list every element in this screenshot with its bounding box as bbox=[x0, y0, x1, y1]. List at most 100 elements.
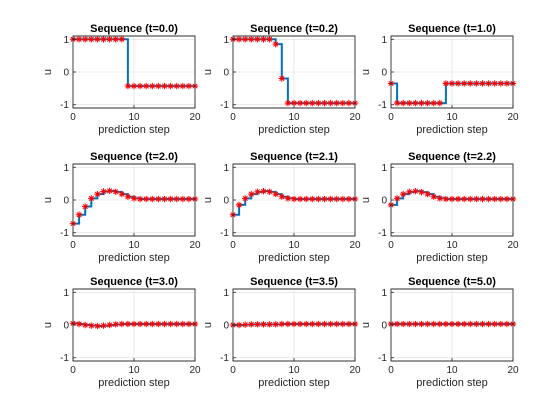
data-point bbox=[327, 320, 334, 328]
data-point bbox=[179, 82, 186, 90]
subplot-title: Sequence (t=5.0) bbox=[408, 276, 496, 288]
y-tick-label: 1 bbox=[381, 288, 387, 299]
x-tick-label: 10 bbox=[128, 112, 140, 123]
y-tick-label: 0 bbox=[381, 321, 387, 332]
x-tick-label: 0 bbox=[70, 365, 76, 376]
data-point bbox=[303, 99, 310, 107]
data-point bbox=[412, 187, 419, 195]
y-tick-label: 1 bbox=[381, 35, 387, 46]
y-tick-label: 0 bbox=[223, 321, 229, 332]
data-point bbox=[161, 195, 168, 203]
data-point bbox=[412, 99, 419, 107]
data-point bbox=[75, 211, 83, 218]
data-point bbox=[106, 187, 113, 195]
data-point bbox=[393, 99, 401, 107]
data-point bbox=[461, 80, 468, 87]
subplot-title: Sequence (t=2.1) bbox=[250, 151, 338, 163]
data-point bbox=[503, 195, 511, 203]
x-tick-label: 20 bbox=[189, 365, 201, 376]
x-tick-label: 10 bbox=[288, 365, 300, 376]
data-point bbox=[296, 195, 304, 203]
data-point bbox=[467, 80, 474, 87]
x-tick-label: 20 bbox=[349, 365, 361, 376]
data-point bbox=[503, 80, 511, 87]
data-point bbox=[321, 320, 328, 328]
subplot-title: Sequence (t=2.0) bbox=[90, 151, 178, 163]
y-tick-label: 0 bbox=[63, 68, 69, 79]
data-point bbox=[418, 99, 425, 107]
y-axis-label: u bbox=[360, 69, 372, 75]
data-point bbox=[75, 320, 83, 328]
data-point bbox=[491, 80, 498, 87]
data-point bbox=[290, 99, 298, 107]
subplot-title: Sequence (t=3.5) bbox=[250, 276, 338, 288]
data-point bbox=[75, 36, 83, 43]
data-point bbox=[461, 320, 468, 328]
subplot-title: Sequence (t=0.0) bbox=[90, 23, 178, 35]
y-tick-label: 1 bbox=[63, 288, 69, 299]
y-tick-label: -1 bbox=[220, 353, 229, 364]
data-point bbox=[424, 99, 431, 107]
y-axis-label: u bbox=[42, 197, 54, 203]
data-point bbox=[497, 80, 504, 87]
data-point bbox=[400, 99, 407, 107]
y-axis-label: u bbox=[360, 322, 372, 328]
y-tick-label: -1 bbox=[60, 353, 69, 364]
data-point bbox=[406, 188, 413, 196]
y-axis-label: u bbox=[202, 69, 214, 75]
data-point bbox=[179, 195, 186, 203]
y-tick-label: 1 bbox=[223, 35, 229, 46]
data-point bbox=[106, 321, 113, 329]
data-point bbox=[479, 320, 486, 328]
y-tick-label: 0 bbox=[63, 196, 69, 207]
data-point bbox=[161, 82, 168, 90]
data-point bbox=[448, 320, 456, 328]
data-point bbox=[248, 36, 255, 43]
data-point bbox=[454, 320, 462, 328]
data-point bbox=[149, 82, 156, 90]
data-point bbox=[284, 320, 292, 328]
data-point bbox=[266, 36, 273, 43]
data-point bbox=[272, 321, 279, 328]
x-tick-label: 0 bbox=[388, 240, 394, 251]
data-point bbox=[136, 320, 144, 328]
y-tick-label: 0 bbox=[223, 196, 229, 207]
data-point bbox=[406, 99, 413, 107]
y-tick-label: 0 bbox=[381, 68, 387, 79]
x-axis-label: prediction step bbox=[258, 252, 330, 264]
x-tick-label: 20 bbox=[507, 112, 519, 123]
x-tick-label: 20 bbox=[507, 240, 519, 251]
x-tick-label: 10 bbox=[128, 240, 140, 251]
data-point bbox=[118, 36, 125, 43]
data-point bbox=[473, 195, 480, 203]
data-point bbox=[284, 99, 292, 107]
data-point bbox=[424, 190, 431, 198]
data-point bbox=[418, 320, 425, 328]
data-point bbox=[242, 321, 249, 328]
data-point bbox=[94, 322, 101, 330]
data-point bbox=[290, 320, 298, 328]
data-point bbox=[503, 320, 511, 328]
data-point bbox=[473, 80, 480, 87]
y-tick-label: -1 bbox=[60, 100, 69, 111]
data-point bbox=[266, 188, 273, 196]
y-tick-label: 1 bbox=[63, 35, 69, 46]
data-point bbox=[333, 320, 340, 328]
data-point bbox=[339, 320, 346, 328]
data-point bbox=[485, 320, 492, 328]
data-point bbox=[235, 321, 243, 329]
data-point bbox=[430, 99, 437, 107]
y-tick-label: -1 bbox=[220, 228, 229, 239]
data-point bbox=[82, 203, 89, 210]
x-tick-label: 10 bbox=[128, 365, 140, 376]
data-point bbox=[412, 320, 419, 328]
data-point bbox=[248, 321, 255, 328]
data-point bbox=[143, 82, 150, 90]
data-point bbox=[430, 193, 437, 200]
data-point bbox=[467, 320, 474, 328]
data-point bbox=[497, 195, 504, 203]
x-axis-label: prediction step bbox=[416, 377, 488, 389]
